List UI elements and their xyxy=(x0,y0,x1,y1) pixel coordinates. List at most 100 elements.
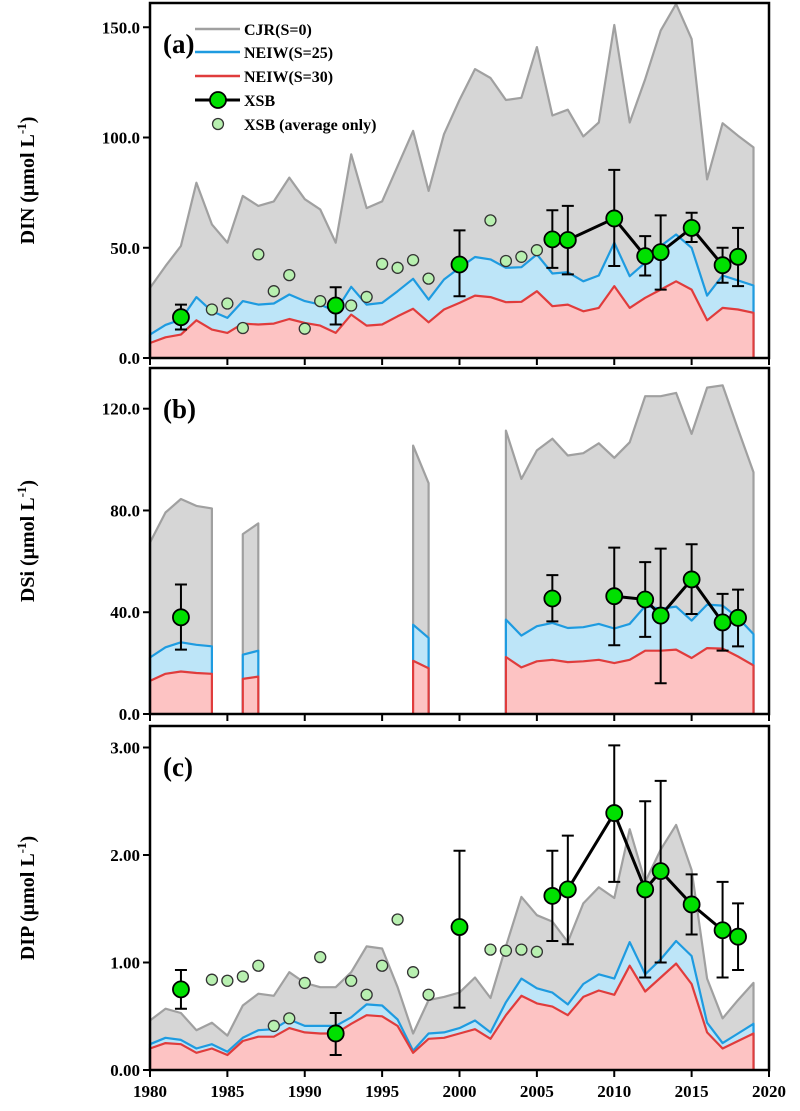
panel-label: (b) xyxy=(163,394,196,424)
xsb-point xyxy=(651,862,670,881)
legend-label: XSB (average only) xyxy=(244,117,376,134)
y-axis-label: DSi (μmol L-1) xyxy=(14,480,39,602)
y-axis-label-close: ) xyxy=(17,480,39,487)
neiw-s30-area xyxy=(242,676,259,714)
cjr-line xyxy=(148,2,755,358)
y-tick-label: 50.0 xyxy=(110,239,140,258)
x-tick-label: 2000 xyxy=(443,1082,477,1101)
xsb-average-point xyxy=(283,268,296,282)
neiw-s30-area xyxy=(505,648,754,714)
legend-marker-swatch xyxy=(211,117,225,131)
y-tick-label: 3.00 xyxy=(110,739,140,758)
xsb-average-point xyxy=(391,913,404,926)
legend-item: XSB xyxy=(195,91,275,110)
xsb-average-point xyxy=(406,966,420,979)
y-tick-label: 0.0 xyxy=(119,705,140,724)
xsb-point xyxy=(729,927,747,946)
xsb-point xyxy=(651,606,670,625)
xsb-average-point xyxy=(360,988,373,1001)
xsb-average-point xyxy=(236,321,250,335)
legend-label: XSB xyxy=(244,93,275,110)
xsb-average-point xyxy=(252,959,265,972)
panel-label: (a) xyxy=(163,29,194,59)
xsb-average-point xyxy=(298,322,311,335)
xsb-average-point xyxy=(283,1012,296,1025)
xsb-average-point xyxy=(484,943,497,956)
xsb-point xyxy=(636,247,655,266)
y-tick-label: 150.0 xyxy=(102,18,140,37)
neiw-s30-line xyxy=(148,962,755,1070)
xsb-point xyxy=(682,219,701,237)
legend-marker-swatch xyxy=(209,91,227,109)
y-tick-label: 40.0 xyxy=(110,603,140,622)
neiw-s25-line xyxy=(148,939,755,1070)
xsb-average-point xyxy=(221,974,234,987)
y-tick-label: 2.00 xyxy=(110,846,140,865)
y-axis-label-close: ) xyxy=(17,836,39,843)
xsb-point xyxy=(172,608,190,627)
cjr-line xyxy=(241,522,260,714)
xsb-average-point xyxy=(422,272,435,285)
xsb-point xyxy=(450,918,469,936)
xsb-average-point xyxy=(345,974,358,987)
cjr-line xyxy=(148,823,755,1070)
cjr-line xyxy=(412,444,430,714)
legend-item: CJR(S=0) xyxy=(195,22,312,39)
xsb-average-point xyxy=(515,943,528,956)
cjr-line xyxy=(504,384,755,714)
x-tick-label: 2015 xyxy=(675,1082,709,1101)
xsb-average-point xyxy=(530,244,544,257)
panel-c: 0.00 1.00 2.00 3.00 1980 1985 1990 1995 2000 2005… xyxy=(14,724,786,1101)
xsb-point xyxy=(326,296,345,315)
xsb-point xyxy=(682,570,701,589)
xsb-point xyxy=(682,895,701,914)
y-axis-label-main: DIP (μmol L xyxy=(17,853,39,960)
xsb-average-point xyxy=(484,214,497,227)
xsb-point xyxy=(713,921,732,940)
xsb-point xyxy=(543,589,562,608)
y-axis-label: DIP (μmol L-1) xyxy=(14,836,39,960)
xsb-average-point xyxy=(360,290,373,304)
legend: CJR(S=0) NEIW(S=25) NEIW(S=30) XSB XSB (aver… xyxy=(195,22,376,134)
y-axis-label: DIN (μmol L-1) xyxy=(14,117,39,245)
y-tick-label: 0.0 xyxy=(119,349,140,368)
y-axis-label-main: DSi (μmol L xyxy=(17,497,39,602)
xsb-point xyxy=(713,613,732,632)
xsb-average-point xyxy=(298,976,311,990)
neiw-s30-line xyxy=(241,675,260,714)
xsb-point xyxy=(605,209,624,228)
xsb-average-point xyxy=(267,285,280,298)
x-tick-label: 1990 xyxy=(288,1082,322,1101)
xsb-average-point xyxy=(314,950,327,964)
legend-label: NEIW(S=25) xyxy=(244,45,333,62)
xsb-average-point xyxy=(499,254,513,268)
xsb-average-point xyxy=(267,1019,280,1033)
panel-b: 0.0 40.0 80.0 120.0 (b) DSi (μmol L-1) xyxy=(14,366,771,724)
xsb-average-point xyxy=(375,257,389,270)
y-tick-label: 80.0 xyxy=(110,501,140,520)
y-tick-label: 1.00 xyxy=(110,954,140,973)
xsb-average-point xyxy=(530,945,544,958)
xsb-average-point xyxy=(422,988,435,1001)
x-tick-label: 2020 xyxy=(752,1082,786,1101)
xsb-point xyxy=(729,608,747,627)
x-tick-label: 2005 xyxy=(520,1082,554,1101)
xsb-point xyxy=(450,255,469,274)
xsb-average-point xyxy=(375,959,389,972)
xsb-point xyxy=(636,590,655,609)
xsb-average-point xyxy=(499,944,513,957)
legend-item: XSB (average only) xyxy=(211,117,376,134)
xsb-average-point xyxy=(221,297,234,310)
xsb-point xyxy=(651,243,670,262)
neiw-s30-area xyxy=(150,281,754,358)
y-axis-label-superscript: -1 xyxy=(14,123,29,134)
legend-item: NEIW(S=25) xyxy=(195,45,333,62)
legend-item: NEIW(S=30) xyxy=(195,69,333,86)
legend-label: CJR(S=0) xyxy=(244,22,312,39)
y-tick-label: 120.0 xyxy=(102,400,140,419)
xsb-point xyxy=(713,256,732,275)
xsb-average-point xyxy=(205,303,219,316)
neiw-s30-area xyxy=(150,963,754,1070)
